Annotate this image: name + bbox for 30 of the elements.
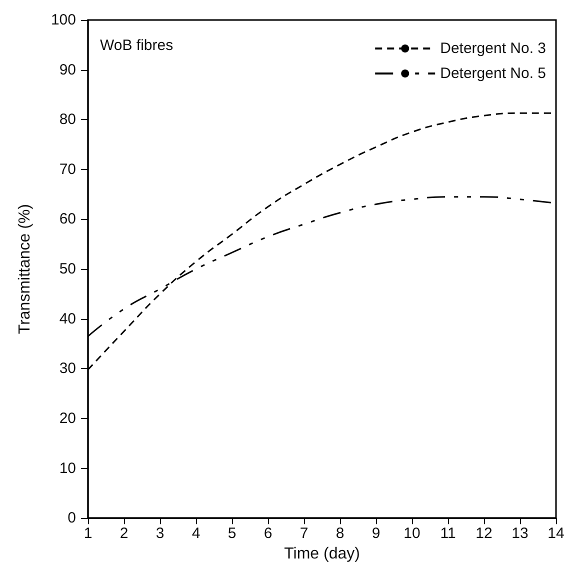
x-tick-label: 2 [120,525,128,542]
x-tick-label: 10 [404,525,420,542]
x-tick-label: 14 [548,525,564,542]
x-tick-label: 1 [84,525,92,542]
x-tick-label: 11 [440,525,456,542]
annotation: WoB fibres [100,37,174,54]
legend-label: Detergent No. 3 [440,40,546,57]
y-tick-label: 100 [50,12,76,28]
x-tick-label: 13 [512,525,528,542]
legend-label: Detergent No. 5 [440,65,546,82]
x-tick-label: 3 [156,525,164,542]
x-tick-label: 12 [476,525,492,542]
x-axis-title: Time (day) [284,546,360,562]
y-tick-label: 20 [59,410,76,427]
x-tick-label: 5 [228,525,236,542]
x-tick-label: 4 [192,525,200,542]
y-tick-label: 40 [59,310,76,328]
y-tick-label: 70 [59,160,76,178]
x-tick-label: 9 [372,525,380,542]
y-tick-label: 50 [59,260,76,278]
y-axis-title: Transmittance (%) [16,204,34,334]
y-tick-label: 10 [59,460,76,477]
y-tick-label: 0 [68,510,76,527]
y-tick-label: 30 [59,360,76,378]
x-tick-label: 6 [264,525,272,542]
y-tick-label: 90 [59,61,76,78]
y-tick-label: 80 [59,111,76,128]
x-tick-label: 7 [300,525,308,542]
y-tick-label: 60 [59,210,76,228]
x-tick-label: 8 [336,525,344,542]
